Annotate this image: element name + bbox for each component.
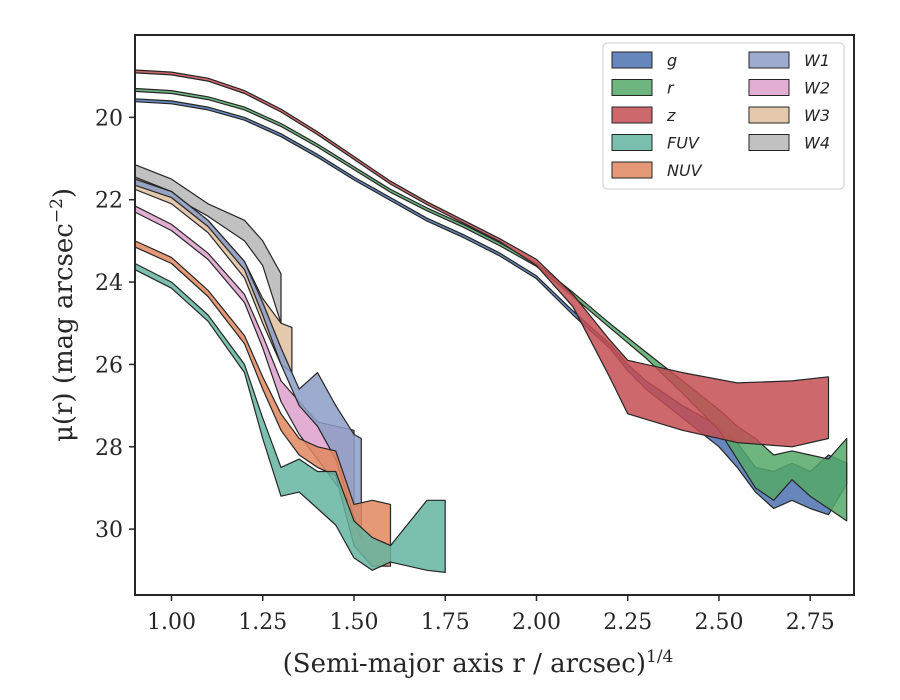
legend-swatch-r: [611, 79, 653, 96]
x-tick-label: 2.25: [603, 610, 652, 635]
x-axis-label-text: (Semi-major axis r / arcsec): [283, 649, 646, 679]
y-axis-label-close: ): [49, 188, 79, 198]
legend-swatch-fuv: [611, 134, 653, 151]
x-tick-label: 2.75: [786, 610, 835, 635]
y-axis-label: μ(r) (mag arcsec−2): [47, 188, 79, 442]
axis-ticks: 1.00 1.25 1.50 1.75 2.00 2.25 2.50 2.75 20 22 24 26…: [95, 106, 835, 635]
x-axis-label: (Semi-major axis r / arcsec)1/4: [283, 647, 674, 679]
x-tick-label: 2.50: [694, 610, 743, 635]
x-tick-label: 2.00: [512, 610, 561, 635]
y-tick-label: 24: [95, 271, 123, 296]
legend-label-w4: W4: [804, 134, 830, 153]
series-bands: [135, 69, 848, 573]
legend-label-g: g: [667, 51, 677, 70]
legend-swatch-z: [611, 106, 653, 124]
legend-label-nuv: NUV: [667, 161, 703, 180]
legend-label-fuv: FUV: [667, 134, 700, 153]
legend: grz FUV NUV W1 W2 W3 W4: [602, 42, 845, 190]
band-r: [135, 87, 848, 522]
y-tick-label: 30: [95, 518, 123, 543]
legend-swatch-w1: [748, 51, 790, 69]
x-tick-label: 1.75: [421, 610, 470, 635]
legend-swatch-w3: [748, 106, 790, 124]
y-tick-label: 26: [95, 353, 123, 378]
legend-label-w3: W3: [804, 106, 830, 125]
y-axis-label-text: μ(r) (mag arcsec: [49, 223, 79, 442]
x-tick-label: 1.25: [238, 610, 287, 635]
x-tick-label: 1.00: [147, 610, 196, 635]
band-fuv: [135, 262, 446, 573]
x-axis-label-superscript: 1/4: [646, 647, 673, 667]
legend-swatch-g: [611, 51, 653, 69]
y-axis-label-superscript: −2: [47, 198, 67, 223]
y-tick-label: 22: [95, 189, 123, 214]
y-tick-label: 28: [95, 436, 123, 461]
legend-swatch-w2: [748, 79, 790, 96]
y-tick-label: 20: [95, 106, 123, 131]
band-z: [135, 69, 830, 448]
plot-frame: [134, 34, 855, 596]
legend-label-w2: W2: [804, 79, 830, 98]
x-tick-label: 1.50: [329, 610, 378, 635]
legend-swatch-nuv: [611, 161, 653, 179]
legend-swatch-w4: [748, 134, 790, 151]
legend-label-r: r: [667, 79, 675, 98]
legend-label-z: z: [666, 106, 676, 125]
legend-label-w1: W1: [804, 51, 830, 70]
